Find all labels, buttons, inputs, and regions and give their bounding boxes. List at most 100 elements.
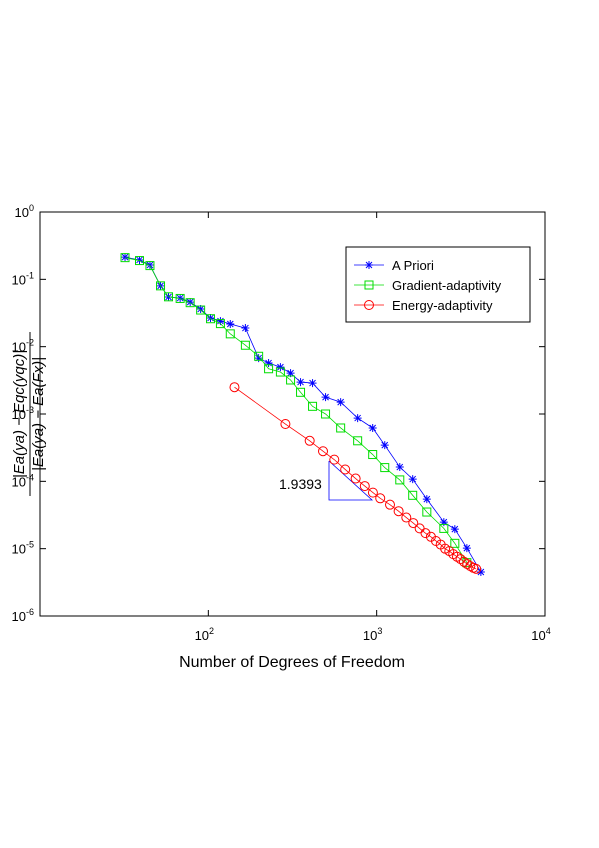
tick-label: 10-5 [12,540,34,557]
tick-base: 10 [12,407,26,422]
legend-box [345,246,531,323]
marker-square [164,292,174,302]
marker-star [196,305,205,314]
marker-square [380,463,390,473]
marker-square [225,329,235,339]
tick-exponent: -6 [26,607,34,617]
marker-square [450,538,460,548]
marker-circle [455,554,466,565]
tick-exponent: -5 [26,540,34,550]
tick-base: 10 [531,628,545,643]
marker-circle [451,551,462,562]
tick-label: 10-3 [12,405,34,422]
marker-square [205,314,215,324]
marker-square [321,409,331,419]
marker-square [296,387,306,397]
legend-label: Energy-adaptivity [392,298,493,313]
tick-exponent: -4 [26,472,34,482]
tick-exponent: 0 [29,203,34,213]
marker-square [286,375,296,385]
marker-circle [367,487,378,498]
marker-square [364,280,374,290]
marker-circle [318,446,329,457]
slope-annotation: 1.9393 [279,476,322,492]
marker-square [353,436,363,446]
marker-square [185,298,195,308]
marker-square [254,351,264,361]
marker-circle [401,512,412,523]
marker-star [226,320,235,329]
marker-circle [229,382,240,393]
marker-square [156,281,166,291]
marker-star [476,568,485,577]
marker-star [439,518,448,527]
tick-label: 100 [15,203,34,220]
legend-label: A Priori [392,258,434,273]
marker-square [368,450,378,460]
tick-label: 10-2 [12,338,34,355]
slope-triangle [328,460,374,501]
marker-square [439,523,449,533]
marker-star [145,261,154,270]
marker-star [121,253,130,262]
tick-exponent: 3 [377,626,382,636]
tick-base: 10 [12,474,26,489]
marker-star [450,525,459,534]
marker-circle [359,481,370,492]
tick-base: 10 [12,340,26,355]
marker-square [275,367,285,377]
marker-square [408,490,418,500]
marker-circle [280,419,291,430]
marker-star [206,314,215,323]
tick-exponent: -2 [26,338,34,348]
marker-star [254,354,263,363]
tick-label: 10-4 [12,472,34,489]
marker-star [395,463,404,472]
tick-label: 10-6 [12,607,34,624]
legend-label: Gradient-adaptivity [392,278,502,293]
marker-star [276,363,285,372]
marker-square [422,507,432,517]
marker-star [135,255,144,264]
marker-circle [462,559,473,570]
marker-square [264,364,274,374]
marker-circle [329,454,340,465]
marker-star [380,441,389,450]
marker-circle [350,473,361,484]
marker-circle [420,528,431,539]
tick-exponent: -1 [26,270,34,280]
marker-star [462,544,471,553]
x-axis-label: Number of Degrees of Freedom [179,654,405,671]
tick-exponent: 4 [546,626,551,636]
tick-base: 10 [363,628,377,643]
marker-square [240,340,250,350]
marker-star [186,298,195,307]
marker-circle [364,300,374,310]
y-axis-label: |Ea(ya) − Eqc(yqc)| |Ea(ya) − Ea(Fx)| [11,332,47,496]
marker-square [308,401,318,411]
tick-base: 10 [195,628,209,643]
tick-label: 103 [363,626,382,643]
marker-star [336,398,345,407]
marker-star [286,369,295,378]
tick-label: 10-1 [12,270,34,287]
tick-label: 102 [195,626,214,643]
tick-exponent: 2 [209,626,214,636]
marker-star [353,414,362,423]
marker-star [365,261,373,269]
tick-label: 104 [531,626,550,643]
marker-circle [465,561,476,572]
marker-square [395,475,405,485]
marker-circle [304,435,315,446]
tick-base: 10 [12,272,26,287]
marker-circle [471,563,482,574]
marker-square [175,293,185,303]
marker-square [120,253,130,263]
y-label-denominator: |Ea(ya) − Ea(Fx)| [30,357,47,471]
marker-star [368,423,377,432]
marker-circle [408,518,419,529]
tick-exponent: -3 [26,405,34,415]
